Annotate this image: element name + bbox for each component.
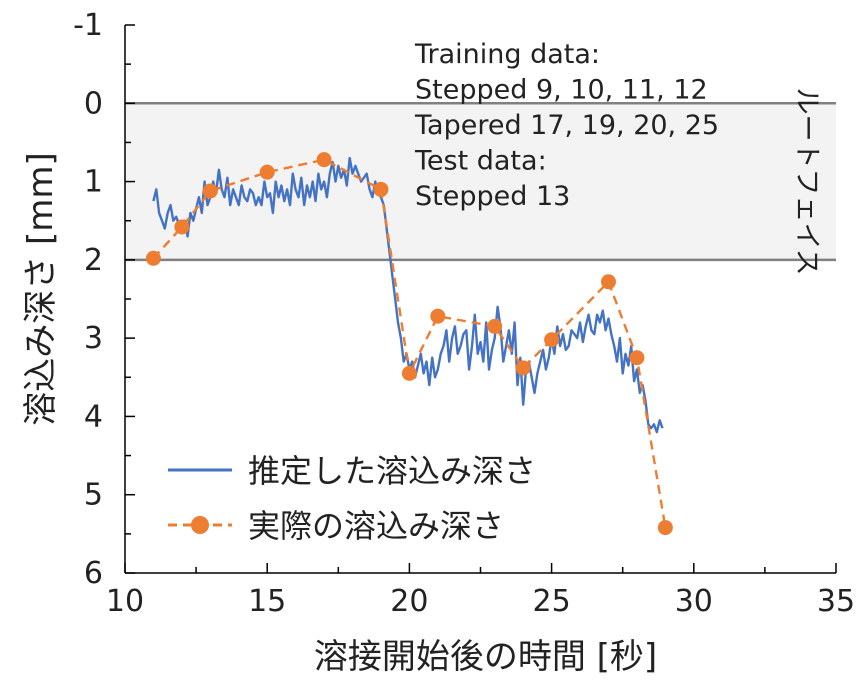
root-face-label: ルートフェイス (791, 87, 822, 275)
band-fill (125, 103, 836, 260)
x-axis-title: 溶接開始後の時間 [秒] (314, 637, 657, 677)
y-tick-label: 2 (84, 243, 103, 278)
actual-depth-point (145, 250, 161, 266)
series-group (145, 152, 673, 536)
y-tick-label: 0 (84, 86, 103, 121)
actual-depth-point (515, 360, 531, 376)
y-tick-label: 5 (84, 478, 103, 513)
text-group: 溶接開始後の時間 [秒] 溶込み深さ [mm] ルートフェイス Training da… (21, 39, 822, 677)
actual-depth-point (544, 332, 560, 348)
legend-actual-marker (191, 516, 209, 534)
annotation-line: Test data: (414, 146, 547, 177)
actual-depth-point (316, 152, 332, 168)
annotation-line: Stepped 13 (415, 181, 570, 212)
actual-depth-point (487, 318, 503, 334)
axes: -1 0 1 2 3 4 5 610 15 20 25 30 35 (73, 8, 855, 619)
estimated-depth-line (152, 156, 664, 434)
actual-depth-point (174, 219, 190, 235)
legend-estimated-label: 推定した溶込み深さ (248, 452, 536, 490)
actual-depth-point (373, 181, 389, 197)
y-tick-label: 3 (84, 321, 103, 356)
x-tick-label: 35 (817, 584, 855, 619)
x-tick-label: 15 (248, 584, 286, 619)
x-tick-label: 10 (106, 584, 144, 619)
annotation-line: Tapered 17, 19, 20, 25 (414, 110, 719, 141)
y-tick-label: 4 (84, 399, 103, 434)
actual-depth-point (657, 520, 673, 536)
actual-depth-point (629, 350, 645, 366)
x-tick-label: 20 (390, 584, 428, 619)
actual-depth-point (430, 308, 446, 324)
legend-actual-label: 実際の溶込み深さ (248, 507, 504, 545)
actual-depth-point (401, 365, 417, 381)
root-face-band (125, 102, 836, 262)
actual-depth-point (600, 274, 616, 290)
annotation-line: Stepped 9, 10, 11, 12 (415, 75, 708, 106)
y-axis-title: 溶込み深さ [mm] (21, 152, 61, 426)
actual-depth-point (202, 183, 218, 199)
x-tick-label: 25 (533, 584, 571, 619)
y-tick-label: -1 (73, 8, 103, 43)
y-tick-label: 1 (84, 165, 103, 200)
actual-depth-point (259, 164, 275, 180)
y-tick-label: 6 (84, 556, 103, 591)
actual-depth-line (152, 158, 667, 528)
annotation-line: Training data: (414, 39, 600, 70)
x-tick-label: 30 (675, 584, 713, 619)
